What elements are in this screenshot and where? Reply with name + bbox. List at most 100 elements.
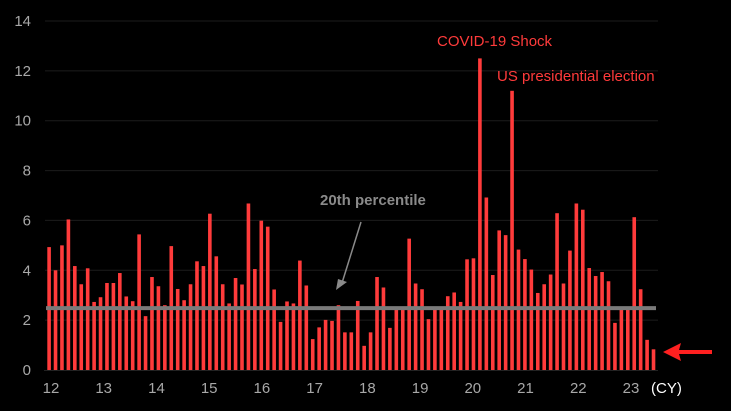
bar	[285, 301, 289, 370]
bar	[452, 292, 456, 370]
bar	[156, 286, 161, 370]
x-tick-label: 14	[148, 380, 165, 397]
bar	[291, 303, 296, 370]
x-tick-label: 16	[254, 380, 271, 397]
x-axis-unit-label: (CY)	[651, 380, 682, 397]
annotation-us-election: US presidential election	[497, 68, 655, 85]
bar	[278, 321, 283, 370]
bar	[118, 273, 122, 370]
bar	[298, 260, 302, 370]
bar	[381, 287, 386, 370]
bar	[79, 284, 84, 370]
bar	[201, 266, 206, 370]
y-tick-label: 14	[14, 13, 31, 30]
bar	[548, 274, 553, 370]
bar	[503, 235, 508, 370]
bar	[66, 219, 71, 370]
bar	[246, 203, 251, 370]
bar	[458, 301, 463, 370]
bar	[368, 332, 373, 370]
bar	[497, 230, 501, 370]
bar	[388, 327, 392, 370]
bars	[47, 58, 656, 371]
bar	[651, 349, 656, 370]
bar	[214, 256, 219, 370]
x-tick-label: 19	[412, 380, 429, 397]
bar	[188, 284, 193, 370]
bar	[265, 226, 270, 370]
bar	[426, 319, 431, 370]
bar	[394, 308, 399, 370]
bar	[323, 319, 328, 370]
bar	[587, 268, 592, 370]
bar	[111, 283, 116, 370]
bar	[542, 284, 547, 370]
bar	[349, 332, 354, 370]
x-axis-ticks: 12 13 14 15 16 17 18 19 20 21 22 23	[43, 380, 640, 397]
bar	[73, 266, 77, 370]
bar	[304, 285, 309, 370]
y-tick-label: 2	[23, 312, 31, 329]
bar	[535, 292, 540, 370]
bar	[259, 220, 264, 370]
bar	[420, 289, 424, 370]
bar	[645, 339, 649, 370]
bar	[445, 296, 450, 370]
bar	[272, 289, 276, 370]
y-axis-ticks: 0 2 4 6 8 10 12 14	[14, 13, 31, 379]
bar	[638, 289, 643, 370]
x-tick-label: 13	[95, 380, 112, 397]
y-tick-label: 4	[23, 262, 31, 279]
bar	[208, 213, 212, 370]
x-tick-label: 21	[517, 380, 534, 397]
bar	[613, 322, 617, 370]
bar	[400, 308, 405, 370]
bar	[375, 277, 379, 370]
bar	[465, 259, 469, 370]
bar	[85, 268, 90, 370]
bar	[310, 339, 315, 370]
bar	[600, 272, 604, 370]
bar	[163, 305, 167, 370]
bar	[343, 332, 347, 370]
bar	[574, 203, 579, 370]
bar	[233, 278, 238, 370]
bar	[626, 308, 630, 370]
bar	[484, 197, 489, 370]
bar	[362, 345, 366, 370]
x-tick-label: 17	[306, 380, 323, 397]
bar	[490, 275, 495, 370]
bar	[606, 281, 611, 370]
bar	[253, 269, 257, 370]
bar	[143, 316, 148, 370]
bar	[355, 300, 360, 370]
bar	[632, 217, 637, 370]
bar	[98, 297, 103, 370]
bar	[124, 296, 129, 370]
bar	[510, 90, 514, 371]
bar	[568, 250, 572, 370]
bar	[182, 300, 186, 370]
bar	[227, 303, 231, 370]
bar	[220, 284, 225, 370]
x-tick-label: 23	[623, 380, 640, 397]
gridlines	[45, 20, 658, 321]
x-tick-label: 12	[43, 380, 60, 397]
bar	[317, 327, 321, 370]
bar	[529, 269, 534, 370]
x-tick-label: 15	[201, 380, 218, 397]
bar	[336, 305, 341, 370]
bar	[407, 238, 411, 370]
percentile-pointer-arrow-icon	[336, 221, 362, 290]
x-tick-label: 20	[464, 380, 481, 397]
bar	[195, 261, 199, 370]
bar	[593, 276, 598, 370]
y-tick-label: 8	[23, 163, 31, 180]
y-tick-label: 12	[14, 63, 31, 80]
bar	[478, 58, 482, 370]
bar	[53, 270, 58, 370]
bar	[92, 301, 96, 370]
bar	[580, 209, 585, 370]
x-tick-label: 18	[359, 380, 376, 397]
